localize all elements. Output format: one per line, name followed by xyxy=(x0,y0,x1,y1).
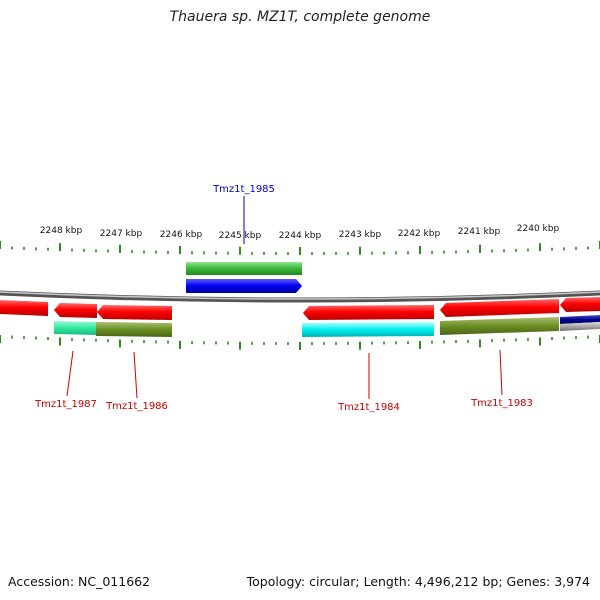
blast-hit-mint xyxy=(54,321,96,335)
cds-red-tmz1984 xyxy=(303,305,434,320)
cds-red-2 xyxy=(560,297,600,312)
inner-ruler-ticks xyxy=(0,335,600,350)
cds-red-1 xyxy=(0,300,48,316)
ruler-label-2242: 2242 kbp xyxy=(398,229,441,239)
outer-ruler-ticks xyxy=(0,241,600,255)
leader-line-tmz1986 xyxy=(133,351,138,399)
gene-label-tmz1987: Tmz1t_1987 xyxy=(34,399,97,410)
topology-text: Topology: circular; Length: 4,496,212 bp… xyxy=(246,574,590,589)
blast-hit-olive-2 xyxy=(440,317,559,335)
accession-text: Accession: NC_011662 xyxy=(8,574,151,589)
genome-backbone xyxy=(0,290,600,303)
ruler-label-2244: 2244 kbp xyxy=(279,231,322,241)
gene-label-tmz1985: Tmz1t_1985 xyxy=(212,184,275,195)
blast-hit-cyan xyxy=(302,322,434,337)
gene-label-tmz1986: Tmz1t_1986 xyxy=(105,401,168,412)
ruler-label-2241: 2241 kbp xyxy=(458,227,501,237)
ruler-label-2247: 2247 kbp xyxy=(100,229,143,239)
blast-hit-grey xyxy=(560,322,600,331)
ruler-labels: 2248 kbp 2247 kbp 2246 kbp 2245 kbp 2244… xyxy=(40,224,560,241)
genome-title: Thauera sp. MZ1T, complete genome xyxy=(169,9,431,25)
ruler-label-2240: 2240 kbp xyxy=(517,224,560,234)
gene-label-tmz1984: Tmz1t_1984 xyxy=(337,402,400,413)
cds-blue-tmz1985 xyxy=(186,279,302,293)
gene-label-tmz1983: Tmz1t_1983 xyxy=(470,398,533,409)
ruler-label-2245: 2245 kbp xyxy=(219,231,262,241)
cds-red-tmz1987 xyxy=(54,303,97,318)
blast-hit-olive-1 xyxy=(96,322,172,337)
leader-line-tmz1987 xyxy=(66,350,74,397)
ruler-label-2246: 2246 kbp xyxy=(160,230,203,240)
leader-line-tmz1983 xyxy=(499,349,503,396)
blast-hit-navy xyxy=(560,315,600,324)
ruler-label-2243: 2243 kbp xyxy=(339,230,382,240)
cds-red-tmz1983 xyxy=(440,299,559,317)
cds-red-tmz1986 xyxy=(97,305,172,320)
blast-hit-green-outer xyxy=(186,262,302,275)
ruler-label-2248: 2248 kbp xyxy=(40,226,83,236)
